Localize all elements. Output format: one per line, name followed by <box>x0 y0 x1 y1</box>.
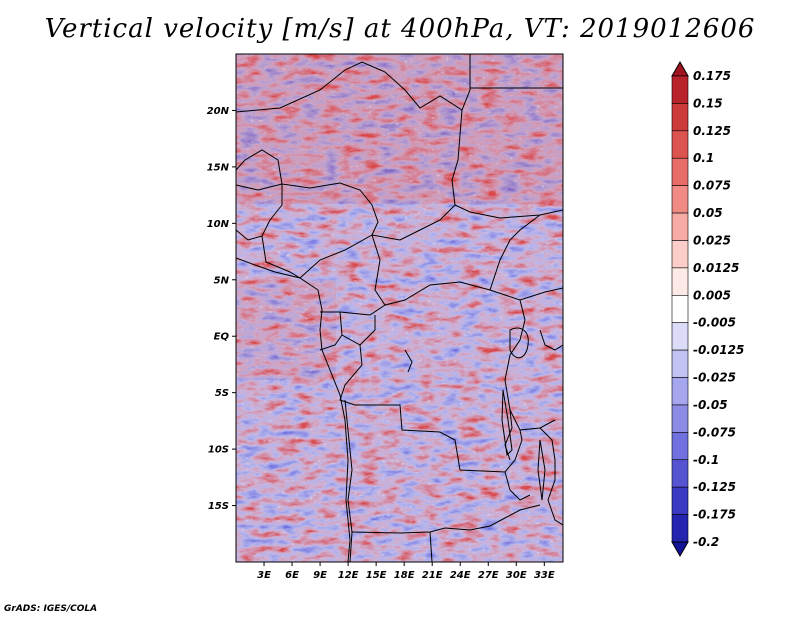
lake-victoria <box>509 327 529 359</box>
map-title: Vertical velocity [m/s] at 400hPa, VT: 2… <box>44 14 756 44</box>
colorbar-swatch <box>671 157 689 186</box>
colorbar-swatch <box>671 185 689 214</box>
lon-tick-label: 30E <box>506 570 527 581</box>
colorbar-swatch <box>671 322 689 351</box>
latitude-axis: 20N 15N 10N 5N EQ 5S 10S 15S <box>207 106 236 512</box>
colorbar-level-label: -0.0125 <box>693 343 744 357</box>
lat-tick-label: 20N <box>207 106 230 117</box>
colorbar-level-label: -0.1 <box>693 453 719 467</box>
colorbar-level-label: 0.05 <box>693 206 723 220</box>
lat-tick-label: 5S <box>215 388 229 399</box>
lon-tick-label: 6E <box>285 570 299 581</box>
lake-tanganyika <box>501 389 513 457</box>
lon-tick-label: 3E <box>257 570 271 581</box>
colorbar-level-label: -0.2 <box>693 535 719 549</box>
colorbar-swatch <box>671 349 689 378</box>
colorbar-level-label: -0.005 <box>693 316 736 330</box>
colorbar-level-label: 0.0125 <box>693 261 739 275</box>
colorbar-swatch <box>671 75 689 104</box>
colorbar-min-arrow <box>671 541 689 558</box>
lake-malawi <box>537 439 546 501</box>
colorbar-swatch <box>671 212 689 241</box>
colorbar-max-arrow <box>671 60 689 77</box>
lon-tick-label: 18E <box>394 570 415 581</box>
colorbar-swatch <box>671 486 689 515</box>
lon-tick-label: 9E <box>313 570 327 581</box>
colorbar-level-label: 0.1 <box>693 151 714 165</box>
lat-tick-label: 15S <box>208 501 229 512</box>
colorbar-level-label: 0.125 <box>693 124 731 138</box>
colorbar-level-label: 0.075 <box>693 179 731 193</box>
colorbar-level-label: 0.005 <box>693 288 731 302</box>
grads-credit: GrADS: IGES/COLA <box>4 604 98 614</box>
colorbar-swatch <box>671 294 689 324</box>
colorbar-swatch <box>671 103 689 132</box>
colorbar-level-label: 0.025 <box>693 233 731 247</box>
colorbar: 0.175 0.15 0.125 0.1 0.075 0.05 0.025 0.0125 0.0… <box>671 60 744 558</box>
colorbar-level-label: -0.175 <box>693 508 736 522</box>
colorbar-swatch <box>671 404 689 433</box>
colorbar-level-label: -0.025 <box>693 371 736 385</box>
colorbar-level-label: -0.05 <box>693 398 728 412</box>
colorbar-level-label: -0.125 <box>693 480 736 494</box>
colorbar-swatch <box>671 377 689 406</box>
colorbar-swatch <box>671 459 689 488</box>
lat-tick-label: 10S <box>208 445 229 456</box>
colorbar-level-label: 0.15 <box>693 96 723 110</box>
lon-tick-label: 15E <box>366 570 387 581</box>
country-borders <box>236 54 563 562</box>
longitude-axis: 3E 6E 9E 12E 15E 18E 21E 24E 27E 30E 33E <box>257 562 555 581</box>
lon-tick-label: 27E <box>478 570 499 581</box>
colorbar-level-label: 0.175 <box>693 69 731 83</box>
white-contour-speckle <box>236 54 563 562</box>
map-panel <box>236 54 563 562</box>
colorbar-swatch <box>671 130 689 159</box>
colorbar-swatch <box>671 267 689 296</box>
colorbar-swatch <box>671 514 689 543</box>
coastline <box>236 257 351 562</box>
lon-tick-label: 12E <box>338 570 359 581</box>
lat-tick-label: 10N <box>207 219 230 230</box>
lat-tick-label: 5N <box>214 275 230 286</box>
colorbar-level-label: -0.075 <box>693 425 736 439</box>
lon-tick-label: 24E <box>450 570 471 581</box>
lon-tick-label: 33E <box>534 570 555 581</box>
lon-tick-label: 21E <box>422 570 443 581</box>
map-frame <box>235 53 564 563</box>
lat-tick-label: EQ <box>214 332 230 343</box>
colorbar-swatch <box>671 432 689 461</box>
lat-tick-label: 15N <box>207 162 230 173</box>
colorbar-swatch <box>671 240 689 269</box>
